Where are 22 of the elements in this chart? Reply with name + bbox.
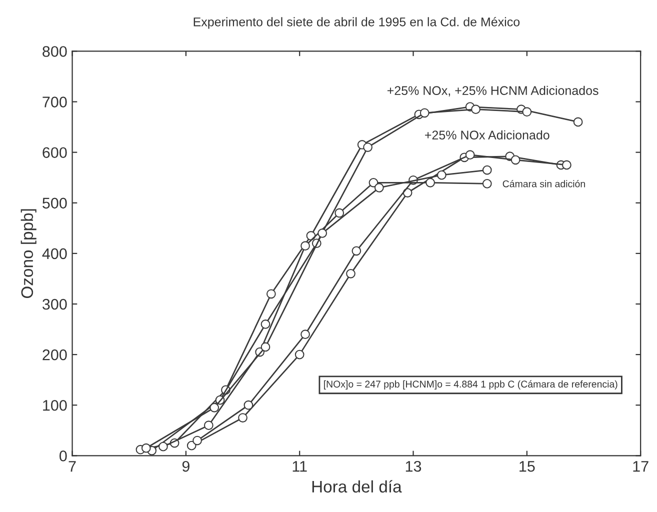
y-tick-label: 600 xyxy=(42,147,67,158)
annotation: +25% NOx Adicionado xyxy=(425,130,550,140)
annotation: [NOx]o = 247 ppb [HCNM]o = 4.884 1 ppb C (Cámara de referencia) xyxy=(324,380,618,390)
x-tick-label: 17 xyxy=(633,461,648,472)
x-tick-label: 11 xyxy=(292,461,307,472)
x-tick-label: 7 xyxy=(68,461,76,472)
y-tick-label: 100 xyxy=(43,400,67,411)
y-axis-title: Ozono [ppb] xyxy=(20,209,36,298)
y-tick-label: 0 xyxy=(60,450,67,462)
y-tick-label: 200 xyxy=(42,349,67,360)
x-tick-label: 15 xyxy=(520,461,535,472)
y-tick-label: 700 xyxy=(42,96,67,108)
y-tick-label: 300 xyxy=(42,298,67,310)
annotation: +25% NOx, +25% HCNM Adicionados xyxy=(387,86,598,96)
x-tick-label: 13 xyxy=(406,460,422,472)
y-tick-label: 800 xyxy=(42,46,67,57)
y-tick-label: 500 xyxy=(42,198,67,209)
chart-title: Experimento del siete de abril de 1995 en la Cd. de México xyxy=(194,16,520,29)
x-axis-title: Hora del día xyxy=(312,480,402,493)
annotation: Cámara sin adición xyxy=(502,180,585,188)
y-tick-label: 400 xyxy=(42,248,67,260)
x-tick-label: 9 xyxy=(182,460,190,472)
